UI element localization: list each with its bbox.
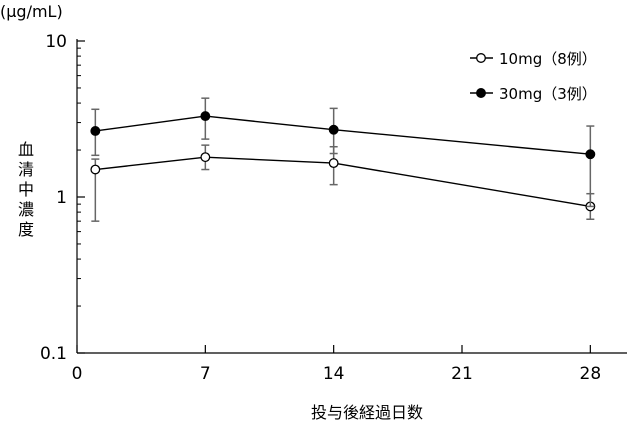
data-point [585, 149, 596, 160]
y-axis-title-char: 清 [18, 160, 34, 179]
x-tick-label: 14 [323, 364, 345, 384]
y-axis-title-char: 濃 [18, 200, 34, 219]
y-axis-title-char: 血 [18, 140, 34, 159]
legend: 10mg（8例） 30mg（3例） [470, 50, 597, 103]
series-2 [90, 97, 596, 208]
x-tick-label: 7 [200, 364, 211, 384]
data-point [200, 152, 211, 163]
data-point [328, 158, 339, 169]
y-axis-title-char: 中 [18, 180, 34, 199]
plot-area [90, 97, 596, 222]
legend-marker [476, 53, 486, 63]
data-point [90, 126, 101, 136]
legend-item-2: 30mg（3例） [470, 85, 597, 103]
data-point [90, 164, 101, 175]
error-bar [586, 125, 595, 208]
series-1 [90, 144, 596, 222]
x-tick-label: 28 [580, 364, 602, 384]
data-point [200, 111, 211, 122]
legend-item-1: 10mg（8例） [470, 50, 597, 68]
y-tick-label: 10 [45, 32, 67, 52]
y-tick-label: 1 [56, 188, 67, 208]
x-tick-label: 0 [72, 364, 83, 384]
y-axis-unit: (μg/mL) [0, 2, 63, 21]
legend-label: 10mg（8例） [499, 50, 597, 68]
series-line [95, 156, 591, 208]
y-tick-label: 0.1 [40, 344, 67, 364]
legend-label: 30mg（3例） [499, 85, 597, 103]
x-tick-label: 21 [451, 364, 473, 384]
data-point [328, 124, 339, 135]
x-axis-title: 投与後経過日数 [311, 403, 423, 422]
tick-labels: 0.1 1 10 0 7 14 21 28 [40, 32, 601, 384]
series-line [95, 115, 591, 155]
y-axis-title-char: 度 [18, 220, 34, 239]
legend-marker [476, 88, 486, 98]
axes [76, 39, 627, 354]
